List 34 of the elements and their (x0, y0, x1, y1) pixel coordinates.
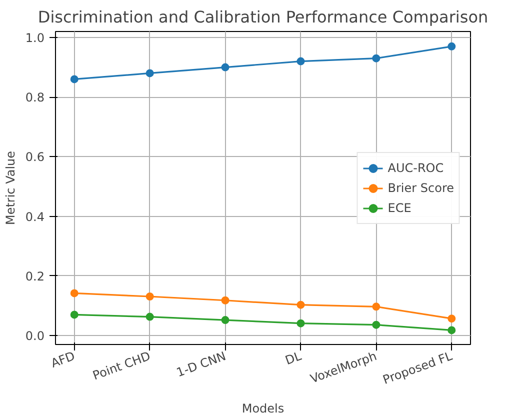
y-axis-title: Metric Value (3, 150, 18, 226)
point (221, 296, 230, 304)
y-tick-label: 0.4 (25, 210, 45, 224)
point (70, 310, 78, 319)
point (372, 320, 380, 329)
chart-title: Discrimination and Calibration Performance Comparison (38, 8, 488, 26)
point (146, 69, 154, 78)
point (221, 316, 230, 324)
point (70, 289, 78, 298)
y-tick-label: 1.0 (25, 30, 45, 45)
y-tick-label: 0.2 (25, 269, 45, 284)
point (372, 302, 380, 311)
x-tick-label: 1-D CNN (174, 348, 228, 380)
legend-label: AUC-ROC (388, 160, 444, 174)
point (146, 292, 154, 300)
x-tick-label: DL (283, 348, 304, 368)
legend-label: ECE (388, 200, 412, 214)
x-tick-label: Point CHD (90, 348, 152, 383)
point (221, 63, 230, 72)
point (146, 312, 154, 321)
point (448, 42, 456, 50)
point (70, 75, 78, 84)
point (296, 300, 305, 309)
point (372, 54, 380, 62)
legend-label: Brier Score (388, 180, 454, 194)
point (296, 57, 305, 66)
point (296, 319, 305, 328)
y-tick-label: 0.8 (25, 90, 45, 105)
x-tick-label: AFD (49, 348, 77, 370)
point (448, 314, 456, 323)
x-axis-title: Models (242, 402, 284, 416)
y-tick-label: 0.6 (25, 150, 45, 164)
point (448, 326, 456, 334)
y-tick-label: 0.0 (25, 329, 45, 344)
